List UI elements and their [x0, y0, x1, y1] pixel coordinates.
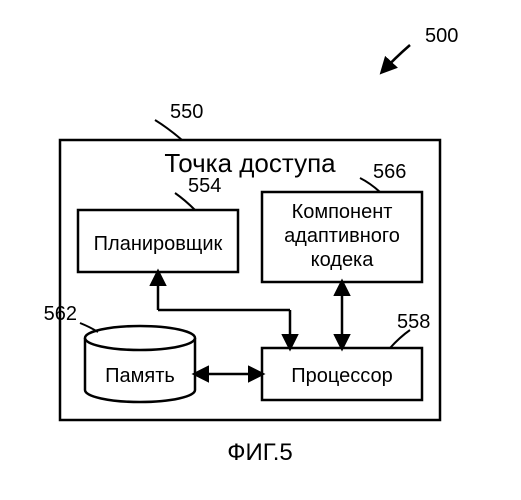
codec-label-line2: адаптивного [284, 225, 400, 247]
memory-cylinder: 562 Память [44, 303, 195, 402]
figure-caption: ФИГ.5 [227, 439, 293, 466]
container-ref-label: 550 [170, 101, 203, 123]
memory-ref-label: 562 [44, 303, 77, 325]
processor-ref-label: 558 [397, 311, 430, 333]
scheduler-label: Планировщик [94, 233, 223, 255]
figure-diagram: 500 550 Точка доступа 554 Планировщик 56… [0, 0, 521, 500]
figure-ref-arrow: 500 [382, 25, 458, 72]
container-title: Точка доступа [164, 148, 336, 178]
memory-label: Память [105, 365, 175, 387]
codec-ref-label: 566 [373, 161, 406, 183]
codec-label-line3: кодека [311, 249, 375, 271]
processor-label: Процессор [291, 365, 392, 387]
scheduler-ref-label: 554 [188, 175, 221, 197]
codec-label-line1: Компонент [292, 201, 393, 223]
figure-ref-label: 500 [425, 25, 458, 47]
processor-box: 558 Процессор [262, 311, 430, 400]
codec-box: 566 Компонент адаптивного кодека [262, 161, 422, 282]
scheduler-box: 554 Планировщик [78, 175, 238, 272]
